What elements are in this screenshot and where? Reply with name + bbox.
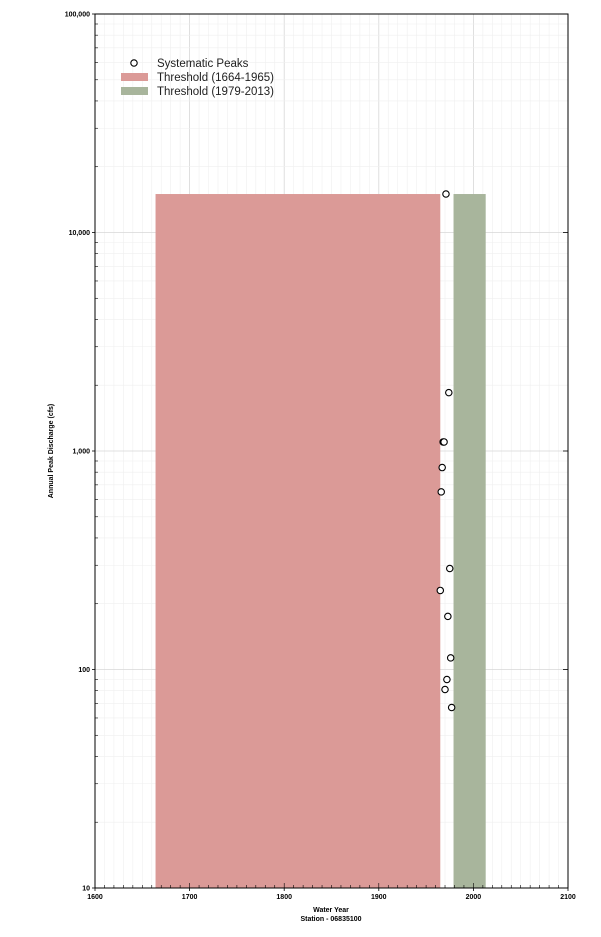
y-tick-label: 100,000 — [65, 12, 90, 19]
systematic-peak-point — [437, 488, 445, 496]
systematic-peaks-series — [436, 190, 456, 712]
systematic-peak-point — [446, 654, 455, 662]
legend-marker-systematic-peaks — [130, 59, 138, 67]
threshold-band — [453, 194, 486, 889]
axis-ticks: 1600 1700 1800 1900 2000 2100 10 100 1,000 10,000… — [65, 12, 576, 902]
x-tick-label: 1800 — [276, 894, 292, 901]
y-tick-label: 1,000 — [72, 449, 90, 456]
y-axis-title: Annual Peak Discharge (cfs) — [48, 404, 55, 499]
systematic-peak-point — [438, 463, 446, 472]
legend: Systematic Peaks Threshold (1664-1965) Thr… — [121, 58, 274, 98]
systematic-peak-point — [440, 438, 448, 446]
x-axis-title: Water Year — [313, 907, 349, 914]
legend-label-threshold: Threshold (1664-1965) — [157, 72, 274, 84]
legend-swatch-threshold — [121, 73, 148, 81]
x-tick-label: 2000 — [466, 894, 482, 901]
systematic-peak-point — [441, 685, 449, 694]
y-tick-label: 100 — [78, 667, 90, 674]
y-tick-label: 10 — [82, 886, 90, 893]
threshold-bands — [155, 194, 486, 889]
legend-swatch-threshold — [121, 87, 148, 95]
systematic-peak-point — [444, 612, 452, 621]
legend-label-threshold: Threshold (1979-2013) — [157, 86, 274, 98]
x-tick-label: 1700 — [182, 894, 198, 901]
systematic-peak-point — [445, 564, 454, 573]
x-tick-label: 1900 — [371, 894, 387, 901]
x-tick-label: 2100 — [560, 894, 576, 901]
systematic-peak-point — [442, 190, 450, 198]
threshold-band — [155, 194, 441, 889]
systematic-peak-point — [436, 586, 445, 595]
y-axis-title-group: Annual Peak Discharge (cfs) — [48, 404, 55, 499]
x-tick-label: 1600 — [87, 894, 103, 901]
systematic-peak-point — [445, 388, 453, 397]
systematic-peak-point — [443, 675, 451, 684]
x-axis-subtitle: Station - 06835100 — [300, 916, 361, 923]
systematic-peak-point — [447, 703, 456, 712]
legend-label-systematic-peaks: Systematic Peaks — [157, 58, 249, 70]
y-tick-label: 10,000 — [69, 230, 91, 237]
